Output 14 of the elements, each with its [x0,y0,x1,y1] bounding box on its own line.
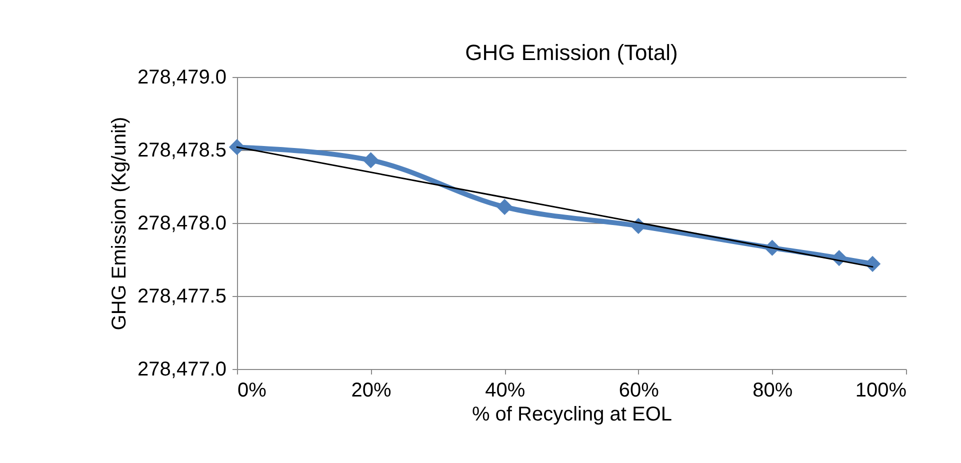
x-tick-label: 40% [485,380,526,402]
x-tick-label: 60% [618,380,660,402]
y-axis-title: GHG Emission (Kg/unit) [108,116,131,330]
x-tick-label: 80% [752,380,793,402]
x-tick-label: 20% [351,380,392,402]
x-tick-label: 100% [855,380,907,402]
chart-title: GHG Emission (Total) [465,40,678,65]
y-tick-label: 278,478.0 [138,212,226,234]
y-tick-label: 278,478.5 [138,140,226,162]
y-tick-label: 278,479.0 [138,66,226,88]
x-axis-title: % of Recycling at EOL [472,404,672,426]
x-tick-label: 0% [238,380,267,402]
y-tick-label: 278,477.5 [138,286,226,308]
y-tick-label: 278,477.0 [138,358,226,380]
